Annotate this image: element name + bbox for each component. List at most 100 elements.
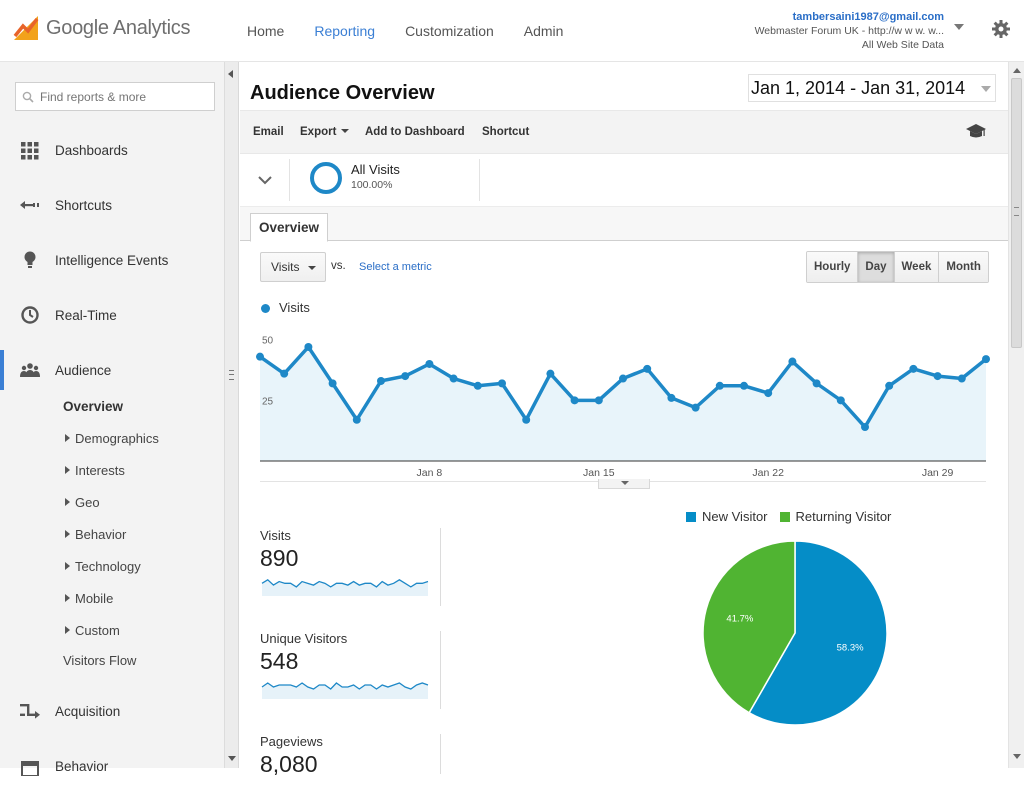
- sidebar-subitem-behavior[interactable]: Behavior: [65, 527, 126, 542]
- sidebar-subitem-mobile[interactable]: Mobile: [65, 591, 113, 606]
- data-point[interactable]: [909, 364, 918, 373]
- scroll-down-arrow-icon[interactable]: [1013, 754, 1021, 759]
- top-navigation: Home Reporting Customization Admin: [247, 23, 593, 39]
- data-point[interactable]: [933, 372, 942, 381]
- data-point[interactable]: [982, 355, 990, 364]
- shortcut-button[interactable]: Shortcut: [482, 126, 529, 138]
- period-week-button[interactable]: Week: [894, 252, 940, 282]
- sidebar-item-real-time[interactable]: Real-Time: [0, 295, 224, 335]
- collapse-left-icon[interactable]: [228, 70, 233, 78]
- data-point[interactable]: [667, 393, 676, 402]
- data-point[interactable]: [425, 359, 434, 368]
- resize-grip-icon[interactable]: [229, 370, 234, 380]
- pie-slice-returning-visitor[interactable]: [702, 540, 796, 714]
- scroll-up-arrow-icon[interactable]: [1013, 68, 1021, 73]
- scroll-down-arrow-icon[interactable]: [228, 756, 236, 761]
- tab-overview[interactable]: Overview: [250, 213, 329, 242]
- data-point[interactable]: [643, 364, 652, 373]
- data-point[interactable]: [594, 396, 603, 405]
- data-point[interactable]: [328, 379, 337, 388]
- date-range-picker[interactable]: Jan 1, 2014 - Jan 31, 2014: [748, 74, 996, 102]
- sidebar-item-dashboards[interactable]: Dashboards: [0, 130, 224, 170]
- chart-legend-visits[interactable]: Visits: [279, 300, 310, 315]
- account-switcher[interactable]: tambersaini1987@gmail.com Webmaster Foru…: [755, 10, 944, 52]
- sidebar-item-behavior[interactable]: Behavior: [0, 746, 224, 786]
- visitor-type-pie-chart[interactable]: 58.3% 41.7%: [700, 538, 890, 728]
- data-point[interactable]: [401, 372, 410, 381]
- metric-dropdown[interactable]: Visits: [260, 252, 326, 282]
- sidebar-subitem-technology[interactable]: Technology: [65, 559, 141, 574]
- data-point[interactable]: [546, 369, 555, 378]
- nav-home[interactable]: Home: [247, 23, 285, 39]
- sidebar-item-acquisition[interactable]: Acquisition: [0, 691, 224, 731]
- email-button[interactable]: Email: [253, 126, 284, 138]
- sidebar-subitem-interests[interactable]: Interests: [65, 463, 125, 478]
- sidebar-collapse-strip[interactable]: [225, 62, 239, 768]
- nav-reporting[interactable]: Reporting: [314, 23, 376, 39]
- chevron-down-icon[interactable]: [981, 86, 991, 92]
- export-button[interactable]: Export: [300, 126, 350, 138]
- data-point[interactable]: [449, 374, 458, 383]
- sidebar-item-intelligence-events[interactable]: Intelligence Events: [0, 240, 224, 280]
- sidebar-subitem-overview[interactable]: Overview: [63, 399, 123, 414]
- graduation-cap-icon[interactable]: [966, 124, 986, 140]
- active-section-indicator: [0, 350, 4, 390]
- data-point[interactable]: [304, 342, 313, 351]
- legend-returning-visitor[interactable]: Returning Visitor: [779, 509, 891, 524]
- scrollbar-thumb[interactable]: [1011, 78, 1022, 348]
- sidebar-subitem-label: Visitors Flow: [63, 653, 137, 668]
- left-sidebar: Dashboards Shortcuts Intelligence Events…: [0, 62, 225, 776]
- sidebar-item-label: Acquisition: [55, 703, 121, 719]
- gear-icon[interactable]: [991, 19, 1011, 39]
- data-point[interactable]: [352, 415, 361, 424]
- data-point[interactable]: [957, 374, 966, 383]
- y-tick-label: 50: [262, 336, 274, 347]
- search-input[interactable]: [40, 89, 210, 104]
- sidebar-item-audience[interactable]: Audience: [0, 350, 224, 390]
- nav-admin[interactable]: Admin: [523, 23, 564, 39]
- pie-slice-new-visitor[interactable]: [748, 540, 888, 726]
- nav-customization[interactable]: Customization: [405, 23, 494, 39]
- data-point[interactable]: [861, 423, 869, 432]
- sidebar-subitem-label: Custom: [75, 623, 120, 638]
- data-point[interactable]: [256, 352, 264, 361]
- data-point[interactable]: [788, 357, 797, 366]
- data-point[interactable]: [619, 374, 627, 383]
- data-point[interactable]: [473, 381, 482, 390]
- report-search[interactable]: [15, 82, 215, 111]
- data-point[interactable]: [570, 396, 579, 405]
- legend-new-visitor[interactable]: New Visitor: [686, 509, 768, 524]
- data-point[interactable]: [522, 415, 531, 424]
- chart-resize-handle[interactable]: [598, 479, 650, 489]
- data-point[interactable]: [885, 381, 894, 390]
- data-point[interactable]: [280, 369, 289, 378]
- period-month-button[interactable]: Month: [939, 252, 988, 282]
- period-hourly-button[interactable]: Hourly: [807, 252, 859, 282]
- visits-area-chart[interactable]: 25 50 Jan 8 Jan 15 Jan 22 Jan 29: [240, 320, 1008, 488]
- data-point[interactable]: [377, 376, 385, 385]
- data-point[interactable]: [740, 381, 748, 390]
- data-point[interactable]: [715, 381, 724, 390]
- chevron-down-icon[interactable]: [258, 175, 272, 185]
- data-point[interactable]: [498, 379, 506, 388]
- sidebar-item-shortcuts[interactable]: Shortcuts: [0, 185, 224, 225]
- stat-visits[interactable]: Visits 890: [260, 528, 442, 596]
- stat-unique-visitors[interactable]: Unique Visitors 548: [260, 631, 442, 699]
- sidebar-subitem-geo[interactable]: Geo: [65, 495, 100, 510]
- data-point[interactable]: [691, 403, 700, 412]
- sidebar-subitem-demographics[interactable]: Demographics: [65, 431, 159, 446]
- metric-dropdown-value: Visits: [271, 260, 300, 274]
- select-metric-link[interactable]: Select a metric: [359, 261, 432, 273]
- data-point[interactable]: [764, 389, 773, 398]
- data-point[interactable]: [836, 396, 845, 405]
- add-to-dashboard-button[interactable]: Add to Dashboard: [365, 126, 465, 138]
- analytics-logo[interactable]: Google Analytics: [12, 14, 190, 42]
- clock-icon: [21, 306, 39, 324]
- sidebar-subitem-visitors-flow[interactable]: Visitors Flow: [63, 653, 136, 668]
- page-scrollbar[interactable]: [1008, 62, 1024, 768]
- data-point[interactable]: [812, 379, 821, 388]
- period-day-button[interactable]: Day: [858, 252, 895, 282]
- sidebar-subitem-custom[interactable]: Custom: [65, 623, 120, 638]
- stat-pageviews[interactable]: Pageviews 8,080: [260, 734, 442, 778]
- chevron-down-icon[interactable]: [954, 24, 964, 30]
